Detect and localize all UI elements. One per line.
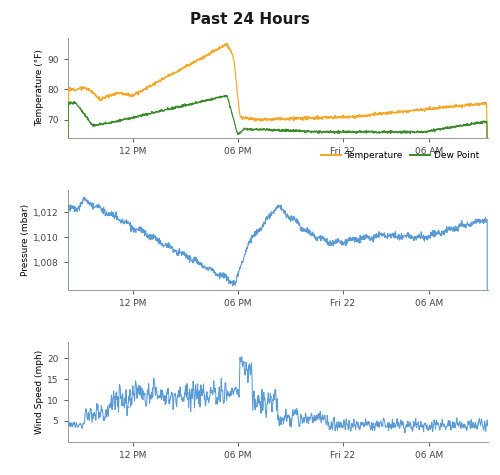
Text: Past 24 Hours: Past 24 Hours xyxy=(190,12,310,27)
Y-axis label: Temperature (°F): Temperature (°F) xyxy=(35,49,44,126)
Y-axis label: Wind Speed (mph): Wind Speed (mph) xyxy=(35,350,44,434)
Legend: Temperature, Dew Point: Temperature, Dew Point xyxy=(317,147,483,163)
Y-axis label: Pressure (mbar): Pressure (mbar) xyxy=(21,204,30,276)
